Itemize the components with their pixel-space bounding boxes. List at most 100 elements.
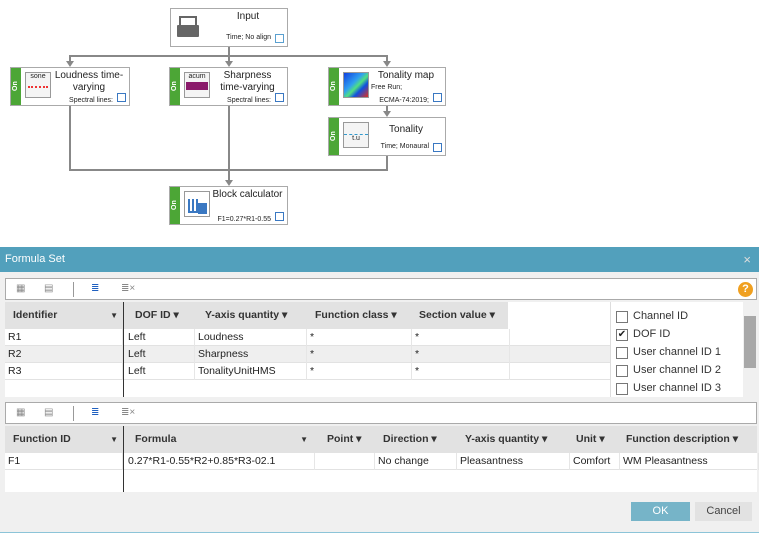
on-toggle[interactable]: On <box>329 118 339 155</box>
table-cell[interactable]: 0.27*R1-0.55*R2+0.85*R3-02.1 <box>125 453 315 470</box>
on-toggle[interactable]: On <box>170 68 180 105</box>
scrollbar[interactable] <box>743 302 757 397</box>
node-subtitle: Free Run; <box>371 84 403 91</box>
save-icon[interactable] <box>117 93 126 102</box>
tonality-icon: t.u <box>343 122 369 148</box>
column-checkbox[interactable] <box>616 365 628 377</box>
node-title: Tonality <box>389 124 423 135</box>
arrow-icon <box>66 61 74 67</box>
table-cell[interactable]: No change <box>375 453 457 470</box>
ok-button[interactable]: OK <box>631 502 690 521</box>
node-loudness[interactable]: On sone Loudness time-varying Spectral l… <box>10 67 130 106</box>
save-icon[interactable] <box>433 93 442 102</box>
table-cell[interactable]: * <box>412 363 510 380</box>
frozen-column-divider <box>123 426 124 492</box>
table-cell[interactable]: WM Pleasantness <box>620 453 759 470</box>
inputs-table: Identifier ▼ DOF ID ▾ Y-axis quantity ▾ F… <box>5 302 757 397</box>
node-title: Tonality map <box>377 70 435 81</box>
column-header-identifier[interactable]: Identifier ▼ <box>5 302 123 329</box>
column-checkbox-label: User channel ID 2 <box>633 364 722 376</box>
node-subtitle: ECMA-74:2019; <box>379 97 429 104</box>
connector <box>228 106 230 181</box>
save-icon[interactable] <box>433 143 442 152</box>
help-icon[interactable]: ? <box>738 282 753 297</box>
arrow-icon <box>383 111 391 117</box>
cancel-button[interactable]: Cancel <box>695 502 752 521</box>
table-cell[interactable]: * <box>412 329 510 346</box>
column-checkbox[interactable] <box>616 347 628 359</box>
column-header-formula[interactable]: Formula ▼ <box>123 426 313 453</box>
column-checkbox[interactable]: ✔ <box>616 329 628 341</box>
connector <box>228 46 230 56</box>
table-cell[interactable]: TonalityUnitHMS <box>195 363 307 380</box>
delete-row-icon[interactable]: ≣× <box>121 407 136 418</box>
table-cell[interactable]: R1 <box>5 329 123 346</box>
connector <box>69 55 71 62</box>
copy-icon[interactable]: ▦ <box>16 283 26 294</box>
node-title: Input <box>236 11 260 22</box>
add-row-icon[interactable]: ≣ <box>91 283 100 294</box>
column-checkbox[interactable] <box>616 311 628 323</box>
paste-icon[interactable]: ▤ <box>44 283 54 294</box>
node-subtitle: F1=0.27*R1-0.55 <box>217 216 271 223</box>
table-cell[interactable]: Pleasantness <box>457 453 570 470</box>
column-header-point[interactable]: Point ▾ <box>313 426 373 453</box>
table-cell[interactable]: * <box>412 346 510 363</box>
table-cell[interactable]: * <box>307 346 412 363</box>
column-header-function-id[interactable]: Function ID ▼ <box>5 426 123 453</box>
node-input[interactable]: Input Time; No align <box>170 8 288 47</box>
table-cell[interactable]: Sharpness <box>195 346 307 363</box>
table-cell[interactable]: Comfort <box>570 453 620 470</box>
table-row[interactable]: R2 Left Sharpness * * <box>5 346 757 363</box>
functions-table: Function ID ▼ Formula ▼ Point ▾ Direction … <box>5 426 759 492</box>
copy-icon[interactable]: ▦ <box>16 407 26 418</box>
node-tonality-map[interactable]: On Tonality map Free Run; ECMA-74:2019; <box>328 67 446 106</box>
node-subtitle: Spectral lines: <box>227 97 271 104</box>
column-checkbox-label: User channel ID 1 <box>633 346 722 358</box>
table-row[interactable]: F1 0.27*R1-0.55*R2+0.85*R3-02.1 No change P… <box>5 453 759 470</box>
save-icon[interactable] <box>275 93 284 102</box>
table-cell[interactable]: * <box>307 329 412 346</box>
node-tonality[interactable]: On t.u Tonality Time; Monaural <box>328 117 446 156</box>
node-block-calculator[interactable]: On Block calculator F1=0.27*R1-0.55 <box>169 186 288 225</box>
column-header-y-axis-quantity[interactable]: Y-axis quantity ▾ <box>455 426 568 453</box>
on-toggle[interactable]: On <box>170 187 180 224</box>
column-header-direction[interactable]: Direction ▾ <box>373 426 455 453</box>
on-toggle[interactable]: On <box>329 68 339 105</box>
add-row-icon[interactable]: ≣ <box>91 407 100 418</box>
column-checkbox[interactable] <box>616 383 628 395</box>
table-cell[interactable]: F1 <box>5 453 123 470</box>
column-header-function-description[interactable]: Function description ▾ <box>618 426 757 453</box>
close-button[interactable]: × <box>743 252 751 267</box>
arrow-icon <box>383 61 391 67</box>
table-cell[interactable]: Left <box>125 363 195 380</box>
table-cell[interactable]: Loudness <box>195 329 307 346</box>
table-cell[interactable]: * <box>307 363 412 380</box>
column-header-function-class[interactable]: Function class ▾ <box>305 302 410 329</box>
node-subtitle: Time; No align <box>226 34 271 41</box>
node-sharpness[interactable]: On acum Sharpness time-varying Spectral … <box>169 67 288 106</box>
delete-row-icon[interactable]: ≣× <box>121 283 136 294</box>
frozen-column-divider <box>123 302 124 397</box>
table-row[interactable]: R1 Left Loudness * * <box>5 329 757 346</box>
connector <box>228 55 230 62</box>
column-header-section-value[interactable]: Section value ▾ <box>410 302 508 329</box>
table-cell[interactable]: Left <box>125 329 195 346</box>
table-cell[interactable] <box>315 453 375 470</box>
paste-icon[interactable]: ▤ <box>44 407 54 418</box>
table-cell[interactable]: R2 <box>5 346 123 363</box>
column-header-unit[interactable]: Unit ▾ <box>568 426 618 453</box>
save-icon[interactable] <box>275 212 284 221</box>
column-checkbox-label: Channel ID <box>633 310 689 322</box>
table-cell[interactable]: R3 <box>5 363 123 380</box>
link-icon[interactable] <box>275 34 284 43</box>
connector <box>386 155 388 171</box>
column-header-y-axis-quantity[interactable]: Y-axis quantity ▾ <box>193 302 305 329</box>
table-cell[interactable]: Left <box>125 346 195 363</box>
table-row[interactable]: R3 Left TonalityUnitHMS * * <box>5 363 757 380</box>
column-checkbox-label: User channel ID 3 <box>633 382 722 394</box>
functions-toolbar: ▦ ▤ ≣ ≣× <box>5 402 757 424</box>
arrow-icon <box>225 61 233 67</box>
column-header-dof-id[interactable]: DOF ID ▾ <box>123 302 193 329</box>
on-toggle[interactable]: On <box>11 68 21 105</box>
